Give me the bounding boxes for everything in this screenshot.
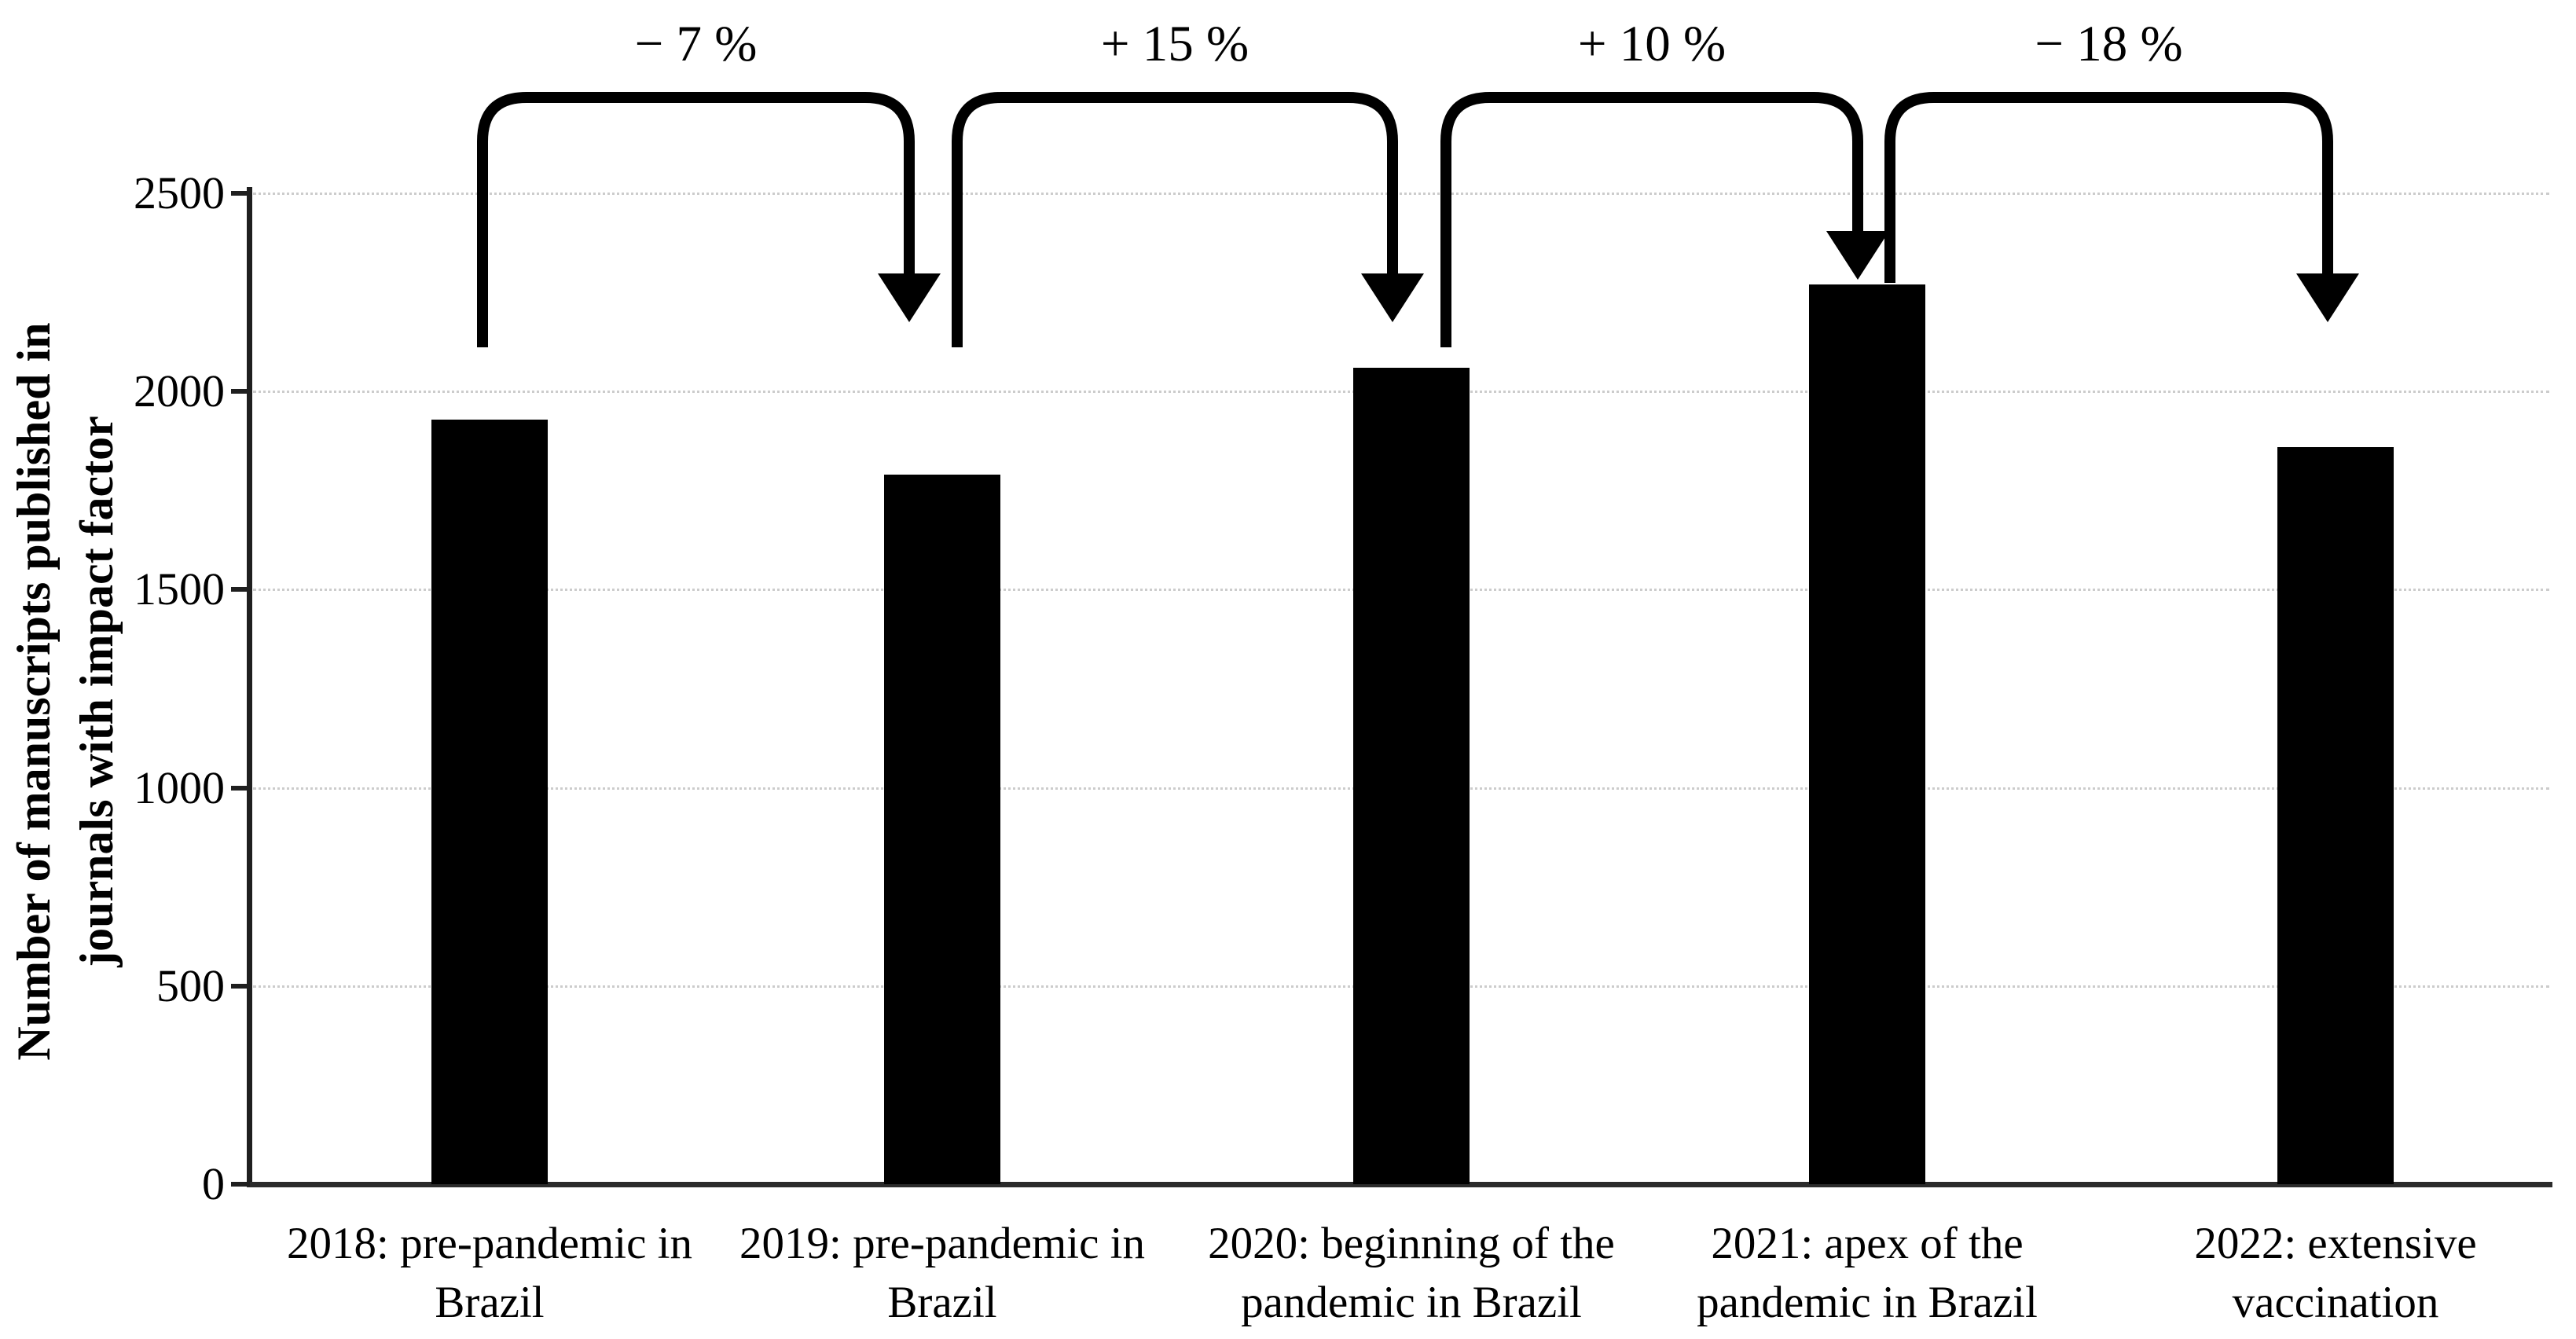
y-tick-label: 500 xyxy=(156,959,225,1011)
bar xyxy=(431,419,548,1184)
y-tick-mark xyxy=(231,587,250,592)
bar xyxy=(2277,446,2394,1184)
y-axis-line xyxy=(247,187,252,1187)
y-tick-label: 2000 xyxy=(134,365,225,417)
y-tick-label: 0 xyxy=(202,1158,225,1209)
y-tick-mark xyxy=(231,191,250,196)
x-category-label: 2022: extensive vaccination xyxy=(2194,1219,2477,1328)
x-category-label: 2021: apex of the pandemic in Brazil xyxy=(1697,1219,2038,1328)
pct-change-label: + 15 % xyxy=(1100,16,1249,72)
y-tick-mark xyxy=(231,389,250,394)
arrowhead-down-icon xyxy=(1361,273,1424,322)
arrowhead-down-icon xyxy=(1826,231,1889,281)
arrowhead-down-icon xyxy=(2296,273,2359,322)
pct-change-label: − 7 % xyxy=(634,16,758,72)
bar xyxy=(1353,367,1470,1184)
x-category-label: 2020: beginning of the pandemic in Brazi… xyxy=(1208,1219,1615,1328)
pct-change-label: + 10 % xyxy=(1577,16,1727,72)
pct-change-arrow xyxy=(477,92,915,347)
x-category-label: 2018: pre-pandemic in Brazil xyxy=(286,1219,692,1328)
y-tick-mark xyxy=(231,785,250,791)
x-axis-line xyxy=(247,1182,2552,1187)
pct-change-label: − 18 % xyxy=(2035,16,2183,72)
pct-change-arrow xyxy=(1884,92,2333,284)
pct-change-arrow xyxy=(952,92,1398,347)
y-gridline xyxy=(253,193,2549,195)
y-tick-label: 2500 xyxy=(134,167,225,218)
pct-change-arrow xyxy=(1440,92,1863,347)
y-tick-label: 1000 xyxy=(134,761,225,813)
bar xyxy=(884,475,1000,1184)
arrowhead-down-icon xyxy=(878,273,941,322)
y-tick-mark xyxy=(231,983,250,989)
y-tick-mark xyxy=(231,1182,250,1187)
y-tick-label: 1500 xyxy=(134,563,225,615)
bar xyxy=(1809,284,1925,1184)
x-category-label: 2019: pre-pandemic in Brazil xyxy=(739,1219,1145,1328)
